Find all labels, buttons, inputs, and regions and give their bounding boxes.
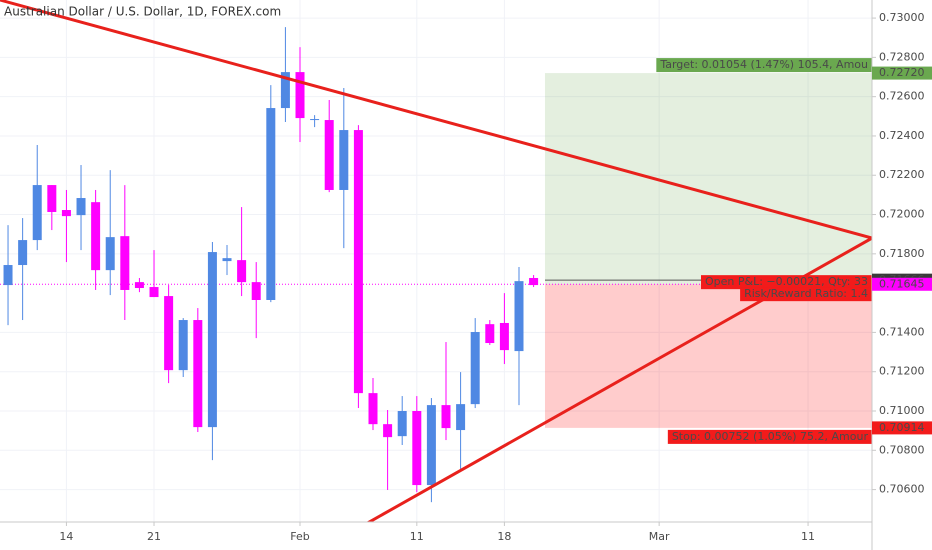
candle-body xyxy=(310,119,320,121)
x-tick-label: Mar xyxy=(649,530,670,543)
candle-body xyxy=(368,393,378,425)
axes: 0.70600 0.70800 0.71000 0.71200 0.71400 0.718… xyxy=(59,11,932,543)
candle-body xyxy=(237,260,247,283)
y-tick-label: 0.71800 xyxy=(879,247,925,260)
candle-body xyxy=(339,130,349,190)
stop-text: Stop: 0.00752 (1.05%) 75.2, Amour xyxy=(672,430,869,443)
y-tick-label: 0.70600 xyxy=(879,483,925,496)
candle-body xyxy=(164,296,174,371)
candle-body xyxy=(91,202,101,271)
y-tick-label: 0.72600 xyxy=(879,90,925,103)
price-tag-label: 0.71645 xyxy=(879,277,925,290)
candle-body xyxy=(295,72,305,119)
x-tick-label: Feb xyxy=(290,530,309,543)
candle-body xyxy=(134,282,144,289)
candle-body xyxy=(32,185,42,241)
candle-body xyxy=(222,258,232,262)
candle-body xyxy=(266,108,276,300)
rr-text-box xyxy=(740,287,872,302)
y-tick-label: 0.71200 xyxy=(879,365,925,378)
candle-body xyxy=(3,265,13,286)
candle-body xyxy=(105,237,115,271)
y-tick-label: 0.72400 xyxy=(879,129,925,142)
trend-line xyxy=(0,0,872,240)
candle-body xyxy=(178,320,188,371)
pnl-text-box xyxy=(701,275,872,290)
candle-body xyxy=(456,404,466,431)
target-text: Target: 0.01054 (1.47%) 105.4, Amou xyxy=(659,58,868,71)
y-tick-label: 0.71400 xyxy=(879,325,925,338)
y-tick-label: 0.72200 xyxy=(879,168,925,181)
stop-text-box xyxy=(667,429,872,444)
price-tag xyxy=(872,66,932,80)
candle-body xyxy=(470,332,480,405)
candle-body xyxy=(412,410,422,486)
price-tag xyxy=(872,421,932,435)
candle-body xyxy=(499,322,509,351)
x-tick-label: 14 xyxy=(59,530,73,543)
position-zones xyxy=(0,73,872,428)
candle-body xyxy=(324,120,334,190)
target-text-box xyxy=(656,58,872,73)
candle-body xyxy=(485,324,495,344)
candle-body xyxy=(149,287,159,298)
y-tick-label: 0.72800 xyxy=(879,50,925,63)
y-tick-label: 0.72000 xyxy=(879,208,925,221)
x-tick-label: 21 xyxy=(147,530,161,543)
candle-body xyxy=(397,410,407,437)
x-tick-label: 11 xyxy=(801,530,815,543)
candle-body xyxy=(251,282,261,300)
target-zone xyxy=(544,73,872,285)
candle-body xyxy=(514,281,524,352)
pnl-text: Open P&L: −0.00021, Qty: 33 xyxy=(705,275,868,288)
price-tag xyxy=(872,277,932,291)
rr-text: Risk/Reward Ratio: 1.4 xyxy=(744,287,868,300)
candle-body xyxy=(383,424,393,438)
y-tick-label: 0.73000 xyxy=(879,11,925,24)
x-tick-label: 11 xyxy=(410,530,424,543)
candle-body xyxy=(426,405,436,486)
candle-body xyxy=(441,405,451,429)
candle-body xyxy=(529,277,539,286)
y-tick-label: 0.70800 xyxy=(879,443,925,456)
candle-body xyxy=(280,72,290,109)
candle-body xyxy=(61,210,71,217)
x-tick-label: 18 xyxy=(497,530,511,543)
price-tag-label: 0.72720 xyxy=(879,66,925,79)
candle-body xyxy=(193,320,203,428)
price-tag-label: 0.70914 xyxy=(879,421,925,434)
candles xyxy=(3,27,539,503)
candle-body xyxy=(47,185,57,212)
candle-body xyxy=(207,252,217,428)
candle-body xyxy=(18,240,28,266)
stop-zone xyxy=(544,284,872,428)
y-tick-label: 0.71000 xyxy=(879,404,925,417)
candle-body xyxy=(120,236,130,290)
chart-title: Australian Dollar / U.S. Dollar, 1D, FOR… xyxy=(4,5,281,19)
position-labels: Target: 0.01054 (1.47%) 105.4, Amou Open … xyxy=(656,58,872,444)
candle-body xyxy=(76,198,86,216)
candle-body xyxy=(353,130,363,394)
